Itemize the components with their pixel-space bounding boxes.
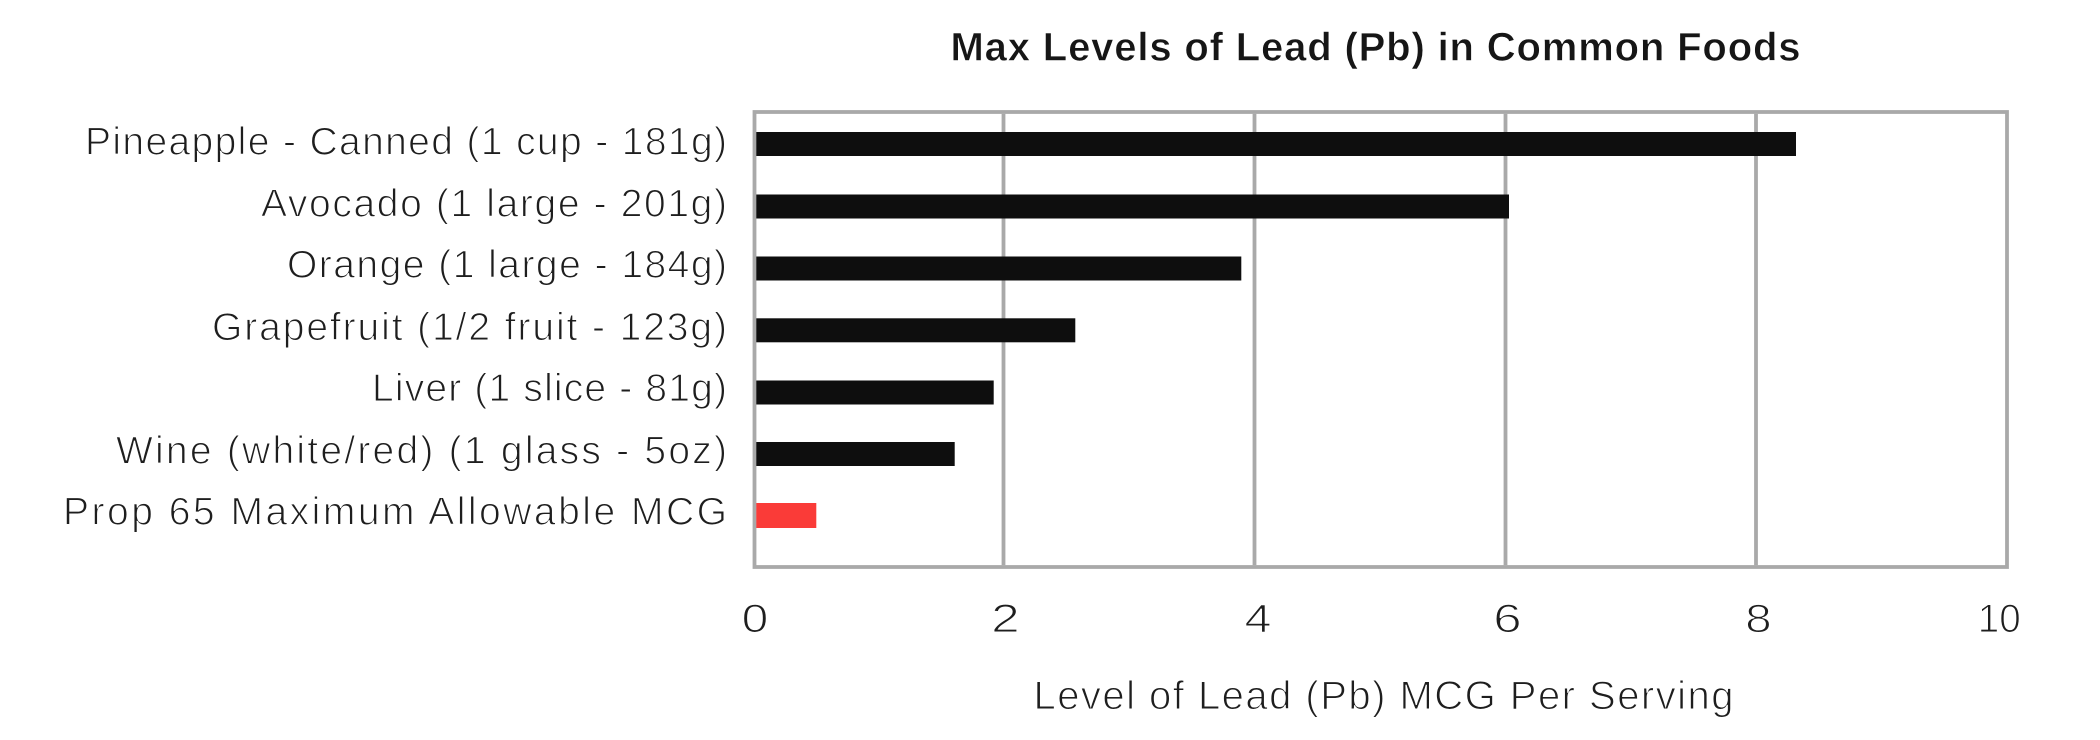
svg-text:10: 10 — [1978, 597, 2021, 641]
svg-text:4: 4 — [1245, 597, 1272, 641]
svg-text:Max Levels of Lead (Pb) in Com: Max Levels of Lead (Pb) in Common Foods — [951, 25, 1801, 69]
svg-text:8: 8 — [1745, 597, 1771, 641]
svg-text:Prop 65 Maximum Allowable MCG: Prop 65 Maximum Allowable MCG — [63, 491, 727, 534]
svg-text:Pineapple - Canned (1 cup - 18: Pineapple - Canned (1 cup - 181g) — [85, 121, 727, 164]
svg-text:Avocado (1 large - 201g): Avocado (1 large - 201g) — [261, 182, 727, 225]
svg-text:2: 2 — [991, 597, 1020, 641]
svg-text:Wine (white/red) (1 glass - 5o: Wine (white/red) (1 glass - 5oz) — [116, 430, 727, 473]
svg-text:Level of Lead (Pb) MCG Per Ser: Level of Lead (Pb) MCG Per Serving — [1034, 674, 1734, 718]
svg-text:Liver (1 slice - 81g): Liver (1 slice - 81g) — [372, 367, 727, 410]
svg-text:6: 6 — [1493, 597, 1521, 641]
svg-text:Grapefruit (1/2 fruit - 123g): Grapefruit (1/2 fruit - 123g) — [212, 306, 727, 349]
svg-text:0: 0 — [742, 597, 769, 641]
svg-text:Orange (1 large - 184g): Orange (1 large - 184g) — [287, 244, 727, 287]
